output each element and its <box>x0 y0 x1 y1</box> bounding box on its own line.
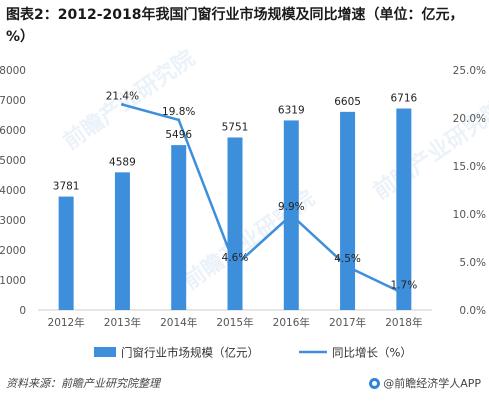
right-tick-label: 25.0% <box>453 65 486 77</box>
line-series <box>120 103 406 296</box>
line-value-label: 1.7% <box>391 280 418 292</box>
line-data-labels: 21.4% 19.8% 4.6% 9.9% 4.5% 1.7% <box>106 91 417 292</box>
line-value-label: 19.8% <box>162 106 195 118</box>
left-tick-label: 5000 <box>0 155 26 167</box>
bar-value-label: 5496 <box>165 129 192 141</box>
x-tick-label: 2018年 <box>385 316 422 329</box>
brand-credit: @前瞻经济学人APP <box>369 375 481 391</box>
brand-logo-icon <box>369 377 381 389</box>
line-point <box>177 118 181 122</box>
line-point <box>402 292 406 296</box>
x-tick-label: 2017年 <box>329 316 366 329</box>
bar <box>227 137 243 310</box>
growth-line <box>122 103 405 295</box>
bar-value-label: 3781 <box>53 181 80 193</box>
line-value-label: 21.4% <box>106 91 139 103</box>
left-tick-label: 1000 <box>0 275 26 287</box>
x-tick-label: 2013年 <box>104 316 141 329</box>
left-tick-label: 0 <box>19 305 26 317</box>
bar <box>171 145 187 310</box>
left-tick-label: 3000 <box>0 215 26 227</box>
bar-series <box>58 108 412 311</box>
watermark-text: 前瞻产业研究院 <box>369 95 489 205</box>
bar <box>340 111 356 310</box>
bar-value-label: 4589 <box>109 156 136 168</box>
x-tick-label: 2012年 <box>48 316 85 329</box>
right-tick-label: 20.0% <box>453 113 486 125</box>
x-tick-label: 2015年 <box>216 316 253 329</box>
bar <box>396 108 412 311</box>
right-tick-label: 10.0% <box>453 209 486 221</box>
bar-value-label: 5751 <box>222 121 249 133</box>
x-tick-label: 2014年 <box>160 316 197 329</box>
legend-label-line: 同比增长（%） <box>332 346 412 360</box>
line-value-label: 4.6% <box>222 252 249 264</box>
left-tick-label: 6000 <box>0 125 26 137</box>
bar <box>114 172 130 310</box>
x-tick-label: 2016年 <box>273 316 310 329</box>
bar-data-labels: 3781 4589 5496 5751 6319 6605 6716 <box>53 93 418 193</box>
line-value-label: 9.9% <box>278 201 305 213</box>
bar-value-label: 6319 <box>278 104 305 116</box>
legend-swatch-bar <box>94 347 116 357</box>
left-tick-label: 2000 <box>0 245 26 257</box>
source-note: 资料来源：前瞻产业研究院整理 <box>6 377 160 390</box>
line-point <box>289 213 293 217</box>
left-tick-label: 4000 <box>0 185 26 197</box>
left-tick-label: 8000 <box>0 65 26 77</box>
left-tick-label: 7000 <box>0 95 26 107</box>
line-point <box>120 103 124 107</box>
right-tick-label: 5.0% <box>459 257 486 269</box>
bar <box>58 196 74 310</box>
line-value-label: 4.5% <box>334 253 361 265</box>
right-tick-label: 15.0% <box>453 161 486 173</box>
brand-credit-text: @前瞻经济学人APP <box>383 377 481 390</box>
bar-value-label: 6605 <box>334 96 361 108</box>
right-axis: 0.0% 5.0% 10.0% 15.0% 20.0% 25.0% <box>453 65 486 317</box>
line-point <box>346 265 350 269</box>
line-point <box>233 264 237 268</box>
bar-value-label: 6716 <box>390 93 417 105</box>
chart-title: 图表2：2012-2018年我国门窗行业市场规模及同比增速（单位：亿元，%） <box>6 7 464 45</box>
legend-label-bar: 门窗行业市场规模（亿元） <box>121 346 259 360</box>
right-tick-label: 0.0% <box>459 305 486 317</box>
x-axis: 2012年 2013年 2014年 2015年 2016年 2017年 2018年 <box>48 316 423 329</box>
left-axis: 0 1000 2000 3000 4000 5000 6000 7000 8000 <box>0 65 26 317</box>
legend: 门窗行业市场规模（亿元） 同比增长（%） <box>94 346 412 360</box>
